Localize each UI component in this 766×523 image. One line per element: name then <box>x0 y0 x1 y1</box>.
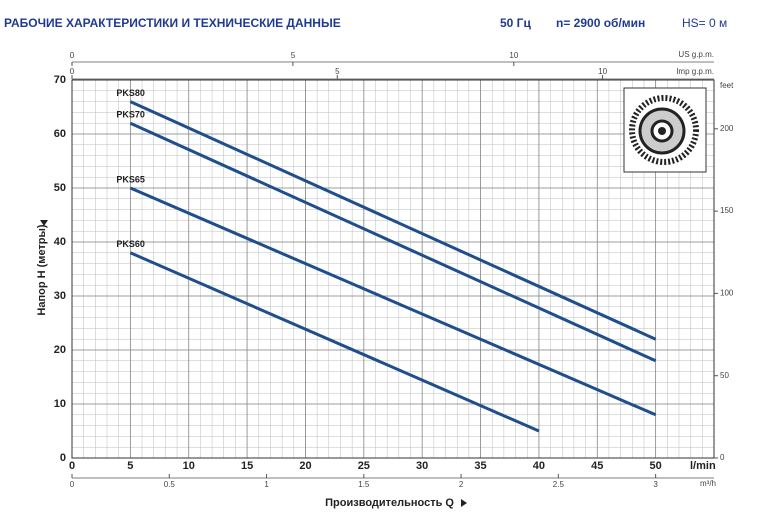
plot-frame <box>71 79 715 459</box>
tick-label: 1.5 <box>358 480 370 489</box>
y-tick-label: 10 <box>54 398 66 410</box>
tick-label: 5 <box>335 67 340 76</box>
series-label: PKS60 <box>116 239 145 249</box>
tick-label: 10 <box>598 67 607 76</box>
y2-tick-label: 50 <box>720 371 729 380</box>
series-line <box>129 121 657 363</box>
chart-title: РАБОЧИЕ ХАРАКТЕРИСТИКИ И ТЕХНИЧЕСКИЕ ДАН… <box>4 16 341 30</box>
y2-axis-label: feet <box>720 81 734 90</box>
tick-label: 1 <box>264 480 269 489</box>
tick-label: 0 <box>70 51 75 60</box>
y-axis-label: Напор H (метры) <box>36 224 48 315</box>
x-tick-label: 0 <box>69 460 75 472</box>
x-tick-label: 35 <box>474 460 486 472</box>
y-tick-label: 40 <box>54 236 66 248</box>
frequency: 50 Гц <box>500 16 531 30</box>
x-tick-label: 45 <box>591 460 603 472</box>
x-tick-label: 10 <box>183 460 195 472</box>
imp-axis-label: Imp g.p.m. <box>676 67 714 76</box>
y2-tick-label: 150 <box>720 206 734 215</box>
m3h-axis-label: m³/h <box>700 479 716 488</box>
tick-label: 2.5 <box>553 480 565 489</box>
series-line <box>129 100 657 341</box>
y2-tick-label: 0 <box>720 453 725 462</box>
arrow-icon <box>40 220 48 226</box>
x-axis-label: Производительность Q <box>325 497 454 509</box>
y-tick-label: 0 <box>60 452 66 464</box>
series-line <box>129 186 657 417</box>
y-tick-label: 70 <box>54 74 66 86</box>
x-tick-label: 30 <box>416 460 428 472</box>
impeller-icon <box>623 87 707 173</box>
tick-label: 10 <box>509 51 518 60</box>
x-tick-label: 15 <box>241 460 253 472</box>
us-axis-label: US g.p.m. <box>678 50 714 59</box>
series-label: PKS70 <box>116 110 145 120</box>
speed: n= 2900 об/мин <box>556 16 645 30</box>
tick-label: 0.5 <box>164 480 176 489</box>
series-line <box>129 251 540 433</box>
x-tick-label: 50 <box>650 460 662 472</box>
x-tick-label: 25 <box>358 460 370 472</box>
arrow-icon <box>461 499 467 507</box>
tick-label: 5 <box>291 51 296 60</box>
x-unit: l/min <box>690 460 716 472</box>
x-tick-label: 20 <box>299 460 311 472</box>
x-tick-label: 40 <box>533 460 545 472</box>
y-tick-label: 20 <box>54 344 66 356</box>
y2-tick-label: 200 <box>720 124 734 133</box>
tick-label: 2 <box>459 480 464 489</box>
tick-label: 0 <box>70 67 75 76</box>
y-tick-label: 60 <box>54 128 66 140</box>
y2-tick-label: 100 <box>720 289 734 298</box>
y-tick-label: 30 <box>54 290 66 302</box>
series-label: PKS80 <box>116 88 145 98</box>
suction: HS= 0 м <box>682 16 727 30</box>
y-tick-label: 50 <box>54 182 66 194</box>
tick-label: 3 <box>653 480 658 489</box>
tick-label: 0 <box>70 480 75 489</box>
x-tick-label: 5 <box>127 460 133 472</box>
series-label: PKS65 <box>116 174 145 184</box>
